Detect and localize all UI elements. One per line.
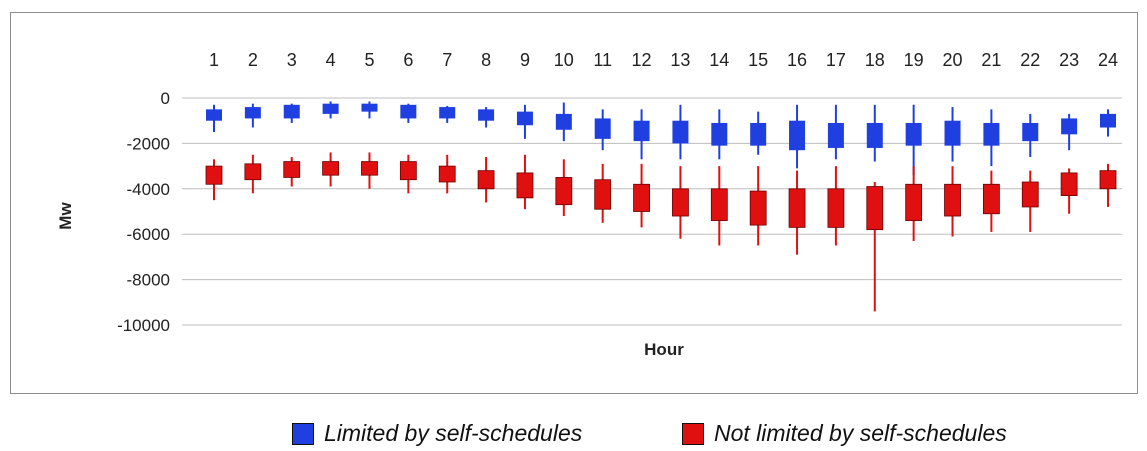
box	[555, 113, 572, 130]
box	[516, 172, 534, 199]
y-tick-label: -6000	[127, 225, 170, 244]
y-tick-label: -8000	[127, 271, 170, 290]
box	[322, 103, 339, 114]
box	[244, 163, 262, 181]
x-tick-label: 2	[248, 50, 258, 70]
y-axis-title: Mw	[56, 202, 75, 230]
x-tick-label: 8	[481, 50, 491, 70]
x-tick-label: 4	[326, 50, 336, 70]
x-axis-tick-labels: 1 2 3 4 5 6 7 8 9 10 11 12 13 14 15 16 17 18 19 20 21 22 23 24	[209, 50, 1118, 70]
box	[1099, 170, 1117, 190]
x-axis-title: Hour	[644, 340, 684, 359]
box	[594, 179, 612, 210]
box	[478, 109, 495, 121]
box	[594, 118, 611, 139]
box	[982, 183, 1000, 215]
x-tick-label: 20	[943, 50, 963, 70]
box	[361, 103, 378, 112]
box	[944, 120, 961, 146]
x-tick-label: 23	[1059, 50, 1079, 70]
box	[438, 165, 456, 183]
box	[789, 120, 806, 151]
legend-label-not-limited: Not limited by self-schedules	[714, 420, 1007, 446]
x-tick-label: 10	[554, 50, 574, 70]
box	[672, 188, 689, 217]
box	[439, 107, 456, 119]
x-tick-label: 6	[403, 50, 413, 70]
grid-lines	[182, 97, 1122, 326]
x-tick-label: 1	[209, 50, 219, 70]
x-tick-label: 17	[826, 50, 846, 70]
x-tick-label: 22	[1020, 50, 1040, 70]
x-tick-label: 5	[364, 50, 374, 70]
box	[516, 111, 533, 126]
y-axis-tick-labels: 0 -2000 -4000 -6000 -8000 -10000	[117, 89, 170, 335]
box	[633, 120, 650, 142]
box	[827, 188, 845, 228]
x-tick-label: 14	[709, 50, 729, 70]
box	[322, 161, 340, 176]
x-tick-label: 11	[593, 50, 612, 70]
box	[983, 122, 1000, 146]
box	[361, 161, 378, 176]
box	[1061, 118, 1078, 135]
legend: Limited by self-schedules Not limited by…	[0, 420, 1147, 448]
box	[1060, 172, 1078, 197]
y-tick-label: -10000	[117, 316, 170, 335]
x-tick-label: 21	[981, 50, 1001, 70]
box	[1021, 181, 1039, 208]
chart-marks	[205, 101, 1117, 312]
x-tick-label: 9	[520, 50, 530, 70]
y-tick-label: 0	[161, 89, 170, 108]
box	[710, 188, 728, 221]
box	[555, 177, 573, 206]
box	[400, 104, 417, 119]
box	[633, 183, 650, 212]
box	[244, 107, 261, 119]
box	[749, 190, 767, 226]
chart-frame	[10, 12, 1138, 394]
box	[206, 109, 222, 121]
legend-label-limited: Limited by self-schedules	[324, 420, 583, 446]
legend-swatch-not-limited	[682, 422, 704, 445]
box	[905, 183, 923, 221]
box	[205, 165, 223, 185]
x-tick-label: 3	[287, 50, 297, 70]
x-tick-label: 19	[904, 50, 924, 70]
box	[866, 122, 883, 148]
series-limited	[206, 101, 1116, 176]
x-tick-label: 24	[1098, 50, 1118, 70]
box	[1022, 122, 1039, 142]
x-tick-label: 15	[748, 50, 768, 70]
box	[283, 104, 300, 119]
box	[866, 186, 884, 231]
x-tick-label: 12	[632, 50, 652, 70]
box	[788, 188, 806, 228]
series-not-limited	[205, 152, 1117, 312]
x-tick-label: 16	[787, 50, 807, 70]
x-tick-label: 18	[865, 50, 885, 70]
box	[827, 122, 844, 148]
box	[672, 120, 689, 144]
x-tick-label: 13	[670, 50, 690, 70]
y-tick-label: -4000	[127, 180, 170, 199]
box	[1100, 113, 1116, 128]
box	[477, 170, 495, 190]
legend-item-not-limited: Not limited by self-schedules	[682, 420, 1007, 447]
box	[750, 122, 767, 146]
box	[905, 122, 922, 146]
y-tick-label: -2000	[127, 134, 170, 153]
box	[711, 122, 728, 146]
legend-swatch-limited	[292, 422, 314, 445]
box	[944, 183, 961, 217]
x-tick-label: 7	[442, 50, 452, 70]
legend-item-limited: Limited by self-schedules	[292, 420, 582, 447]
box	[399, 161, 417, 181]
box	[283, 161, 301, 178]
